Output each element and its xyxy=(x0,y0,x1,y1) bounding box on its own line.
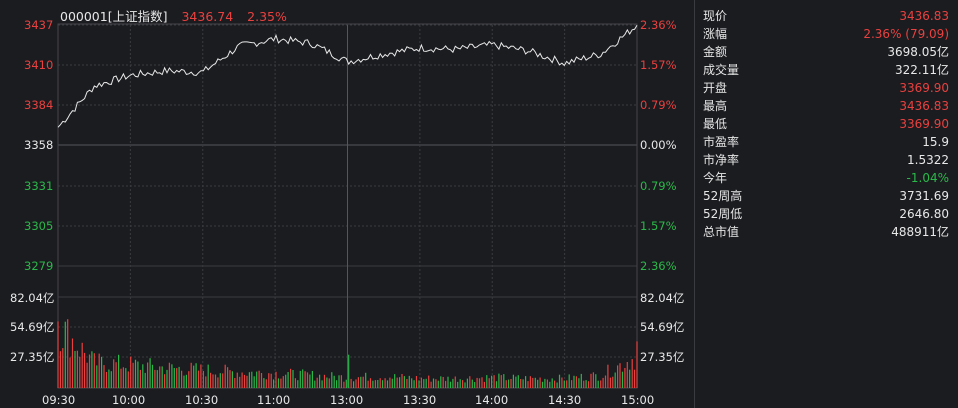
left-axis-label: 3331 xyxy=(24,179,54,193)
quote-row: 最高 3436.83 xyxy=(703,97,949,115)
time-axis-label: 10:00 xyxy=(112,393,146,407)
quote-row: 最低 3369.90 xyxy=(703,115,949,133)
quote-row: 开盘 3369.90 xyxy=(703,79,949,97)
quote-row: 52周高 3731.69 xyxy=(703,187,949,205)
time-axis-label: 13:00 xyxy=(330,393,364,407)
quote-label: 市净率 xyxy=(703,153,740,167)
quote-row: 市净率 1.5322 xyxy=(703,151,949,169)
quote-value: 322.11亿 xyxy=(895,63,949,77)
index-price: 3436.74 xyxy=(181,9,234,24)
time-axis-label: 13:30 xyxy=(403,393,437,407)
price-line xyxy=(57,25,638,128)
quote-label: 金额 xyxy=(703,45,728,59)
time-axis-label: 10:30 xyxy=(185,393,219,407)
quote-value: 2646.80 xyxy=(899,207,949,221)
index-code-name: 000001[上证指数] xyxy=(60,9,168,24)
left-axis-label: 3279 xyxy=(24,259,54,273)
time-axis-label: 11:00 xyxy=(257,393,291,407)
volume-right-label: 82.04亿 xyxy=(640,291,685,305)
quote-label: 52周低 xyxy=(703,207,743,221)
quote-value: 1.5322 xyxy=(907,153,949,167)
right-axis-label: 2.36% xyxy=(640,18,677,32)
quote-value: 3436.83 xyxy=(899,9,949,23)
intraday-chart[interactable]: 000001[上证指数] 3436.74 2.35% 3437 3410 338… xyxy=(0,0,694,408)
left-axis-label: 3358 xyxy=(24,138,54,152)
volume-right-label: 27.35亿 xyxy=(640,350,685,364)
index-change-pct: 2.35% xyxy=(247,9,287,24)
quote-panel: 现价 3436.83 涨幅 2.36% (79.09) 金额 3698.05亿 成交量… xyxy=(694,0,958,408)
quote-label: 总市值 xyxy=(703,225,740,239)
right-axis-label: 0.79% xyxy=(640,179,677,193)
right-axis-label: 0.79% xyxy=(640,98,677,112)
quote-row: 总市值 488911亿 xyxy=(703,223,949,241)
left-axis-label: 3305 xyxy=(24,219,54,233)
quote-label: 最高 xyxy=(703,99,728,113)
quote-value: -1.04% xyxy=(906,171,949,185)
right-axis-label: 1.57% xyxy=(640,219,677,233)
time-axis-label: 15:00 xyxy=(621,393,655,407)
time-axis-label: 14:30 xyxy=(548,393,582,407)
left-axis-label: 3384 xyxy=(24,98,54,112)
volume-left-label: 27.35亿 xyxy=(10,350,55,364)
quote-row: 52周低 2646.80 xyxy=(703,205,949,223)
quote-label: 市盈率 xyxy=(703,135,740,149)
chart-title-bar: 000001[上证指数] 3436.74 2.35% xyxy=(60,6,297,25)
quote-label: 最低 xyxy=(703,117,728,131)
quote-value: 2.36% (79.09) xyxy=(863,27,949,41)
quote-value: 3369.90 xyxy=(899,117,949,131)
left-axis-label: 3410 xyxy=(24,58,54,72)
quote-label: 涨幅 xyxy=(703,27,728,41)
quote-row: 金额 3698.05亿 xyxy=(703,43,949,61)
quote-value: 3698.05亿 xyxy=(887,45,949,59)
chart-frame xyxy=(57,23,638,389)
time-axis-label: 09:30 xyxy=(42,393,76,407)
quote-label: 成交量 xyxy=(703,63,740,77)
quote-row: 涨幅 2.36% (79.09) xyxy=(703,25,949,43)
left-axis-label: 3437 xyxy=(24,18,54,32)
right-axis-label: 0.00% xyxy=(640,138,677,152)
quote-value: 488911亿 xyxy=(891,225,949,239)
volume-left-label: 54.69亿 xyxy=(10,320,55,334)
quote-value: 3369.90 xyxy=(899,81,949,95)
quote-label: 现价 xyxy=(703,9,728,23)
quote-label: 今年 xyxy=(703,171,728,185)
chart-canvas[interactable] xyxy=(0,0,694,408)
quote-value: 3436.83 xyxy=(899,99,949,113)
quote-label: 开盘 xyxy=(703,81,728,95)
quote-value: 3731.69 xyxy=(899,189,949,203)
quote-label: 52周高 xyxy=(703,189,743,203)
quote-value: 15.9 xyxy=(922,135,949,149)
right-axis-label: 2.36% xyxy=(640,259,677,273)
quote-row: 今年 -1.04% xyxy=(703,169,949,187)
quote-row: 成交量 322.11亿 xyxy=(703,61,949,79)
time-axis-label: 14:00 xyxy=(475,393,509,407)
quote-row: 市盈率 15.9 xyxy=(703,133,949,151)
quote-row: 现价 3436.83 xyxy=(703,7,949,25)
volume-left-label: 82.04亿 xyxy=(10,291,55,305)
right-axis-label: 1.57% xyxy=(640,58,677,72)
volume-right-label: 54.69亿 xyxy=(640,320,685,334)
